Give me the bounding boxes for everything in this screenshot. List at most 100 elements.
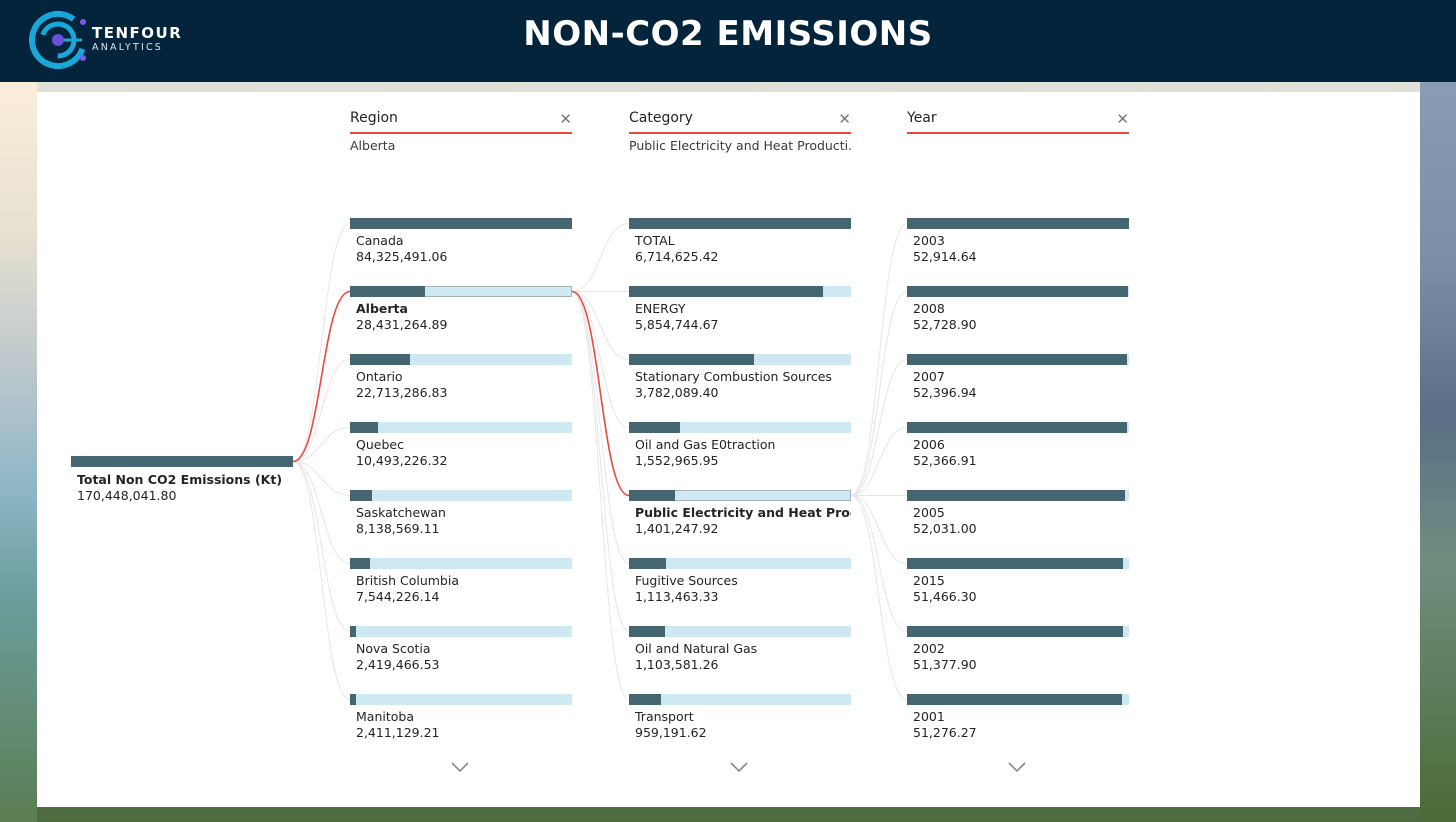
connector-line bbox=[292, 359, 351, 462]
column-header-underline bbox=[350, 132, 572, 134]
connector-line bbox=[850, 223, 908, 496]
node-label: Alberta bbox=[356, 301, 408, 316]
tree-node[interactable]: 2001 51,276.27 bbox=[907, 694, 1129, 760]
chevron-down-icon[interactable] bbox=[450, 760, 470, 774]
node-bar-fill bbox=[907, 286, 1128, 297]
connector-line bbox=[571, 291, 630, 564]
tree-node[interactable]: Canada 84,325,491.06 bbox=[350, 218, 572, 284]
column-header-label: Year bbox=[907, 110, 937, 126]
node-label: ENERGY bbox=[635, 301, 686, 316]
tree-node[interactable]: Saskatchewan 8,138,569.11 bbox=[350, 490, 572, 556]
node-label: 2001 bbox=[913, 709, 945, 724]
node-value: 6,714,625.42 bbox=[635, 249, 719, 264]
tree-node[interactable]: Manitoba 2,411,129.21 bbox=[350, 694, 572, 760]
tree-node[interactable]: 2008 52,728.90 bbox=[907, 286, 1129, 352]
node-value: 2,411,129.21 bbox=[356, 725, 440, 740]
root-node[interactable]: Total Non CO2 Emissions (Kt) 170,448,041… bbox=[71, 456, 293, 506]
tree-node[interactable]: 2005 52,031.00 bbox=[907, 490, 1129, 556]
tenfour-logo-icon bbox=[29, 11, 87, 69]
node-bar-fill bbox=[629, 286, 823, 297]
node-bar-fill bbox=[907, 626, 1123, 637]
tree-node[interactable]: Nova Scotia 2,419,466.53 bbox=[350, 626, 572, 692]
brand-name: TENFOUR bbox=[92, 24, 183, 42]
tree-node[interactable]: 2007 52,396.94 bbox=[907, 354, 1129, 420]
tree-node[interactable]: Public Electricity and Heat Prod... 1,401… bbox=[629, 490, 851, 556]
connector-line bbox=[850, 291, 908, 496]
connector-line bbox=[292, 223, 351, 462]
tree-node[interactable]: 2015 51,466.30 bbox=[907, 558, 1129, 624]
connector-line bbox=[292, 461, 351, 496]
connector-line bbox=[571, 223, 630, 292]
node-bar-fill bbox=[907, 694, 1122, 705]
node-label: Stationary Combustion Sources bbox=[635, 369, 832, 384]
connector-line bbox=[571, 291, 630, 632]
node-label: 2002 bbox=[913, 641, 945, 656]
column-header-year: Year ✕ bbox=[907, 92, 1129, 134]
column-header-region: Region ✕ bbox=[350, 92, 572, 134]
node-bar-fill bbox=[907, 218, 1129, 229]
node-bar-track bbox=[350, 694, 572, 705]
node-value: 84,325,491.06 bbox=[356, 249, 448, 264]
node-bar-fill bbox=[350, 626, 356, 637]
node-label: Canada bbox=[356, 233, 404, 248]
tree-node[interactable]: 2006 52,366.91 bbox=[907, 422, 1129, 488]
tree-node[interactable]: TOTAL 6,714,625.42 bbox=[629, 218, 851, 284]
connector-line bbox=[850, 495, 908, 564]
chevron-down-icon[interactable] bbox=[729, 760, 749, 774]
tree-node[interactable]: ENERGY 5,854,744.67 bbox=[629, 286, 851, 352]
brand-subtitle: ANALYTICS bbox=[92, 42, 164, 53]
close-icon[interactable]: ✕ bbox=[1116, 110, 1129, 128]
node-bar-fill bbox=[907, 354, 1127, 365]
tree-connectors bbox=[292, 223, 908, 700]
node-bar-fill bbox=[907, 422, 1127, 433]
node-value: 51,466.30 bbox=[913, 589, 977, 604]
tree-node[interactable]: Quebec 10,493,226.32 bbox=[350, 422, 572, 488]
close-icon[interactable]: ✕ bbox=[838, 110, 851, 128]
column-header-underline bbox=[907, 132, 1129, 134]
tree-node[interactable]: Transport 959,191.62 bbox=[629, 694, 851, 760]
tree-node[interactable]: Ontario 22,713,286.83 bbox=[350, 354, 572, 420]
node-label: TOTAL bbox=[635, 233, 675, 248]
connector-line bbox=[571, 290, 630, 497]
node-label: 2015 bbox=[913, 573, 945, 588]
tree-node[interactable]: 2002 51,377.90 bbox=[907, 626, 1129, 692]
node-label: 2005 bbox=[913, 505, 945, 520]
tree-node[interactable]: Stationary Combustion Sources 3,782,089.4… bbox=[629, 354, 851, 420]
tree-node[interactable]: British Columbia 7,544,226.14 bbox=[350, 558, 572, 624]
tree-node[interactable]: Oil and Natural Gas 1,103,581.26 bbox=[629, 626, 851, 692]
node-value: 2,419,466.53 bbox=[356, 657, 440, 672]
node-value: 28,431,264.89 bbox=[356, 317, 448, 332]
tree-node[interactable]: Alberta 28,431,264.89 bbox=[350, 286, 572, 352]
node-bar-track bbox=[350, 626, 572, 637]
node-bar-fill bbox=[907, 558, 1123, 569]
node-value: 1,103,581.26 bbox=[635, 657, 719, 672]
connector-line bbox=[850, 495, 908, 700]
chevron-down-icon[interactable] bbox=[1007, 760, 1027, 774]
node-label: Ontario bbox=[356, 369, 403, 384]
node-bar-fill bbox=[629, 694, 661, 705]
node-bar-fill bbox=[907, 490, 1125, 501]
column-filter-value: Alberta bbox=[350, 138, 396, 153]
node-label: Fugitive Sources bbox=[635, 573, 738, 588]
node-label: 2003 bbox=[913, 233, 945, 248]
column-filter-value: Public Electricity and Heat Producti... bbox=[629, 138, 851, 153]
tree-node[interactable]: Fugitive Sources 1,113,463.33 bbox=[629, 558, 851, 624]
tree-node[interactable]: Oil and Gas E0traction 1,552,965.95 bbox=[629, 422, 851, 488]
root-value: 170,448,041.80 bbox=[77, 488, 177, 503]
connector-line bbox=[850, 427, 908, 496]
node-label: 2008 bbox=[913, 301, 945, 316]
node-bar-track bbox=[629, 694, 851, 705]
node-value: 52,728.90 bbox=[913, 317, 977, 332]
tree-node[interactable]: 2003 52,914.64 bbox=[907, 218, 1129, 284]
node-bar-track bbox=[350, 558, 572, 569]
node-label: Saskatchewan bbox=[356, 505, 446, 520]
node-bar-fill bbox=[350, 286, 425, 297]
node-bar-track bbox=[350, 422, 572, 433]
node-bar-fill bbox=[629, 626, 665, 637]
node-value: 8,138,569.11 bbox=[356, 521, 440, 536]
node-bar-fill bbox=[350, 558, 370, 569]
node-value: 3,782,089.40 bbox=[635, 385, 719, 400]
node-value: 959,191.62 bbox=[635, 725, 707, 740]
close-icon[interactable]: ✕ bbox=[559, 110, 572, 128]
node-bar-fill bbox=[629, 354, 754, 365]
